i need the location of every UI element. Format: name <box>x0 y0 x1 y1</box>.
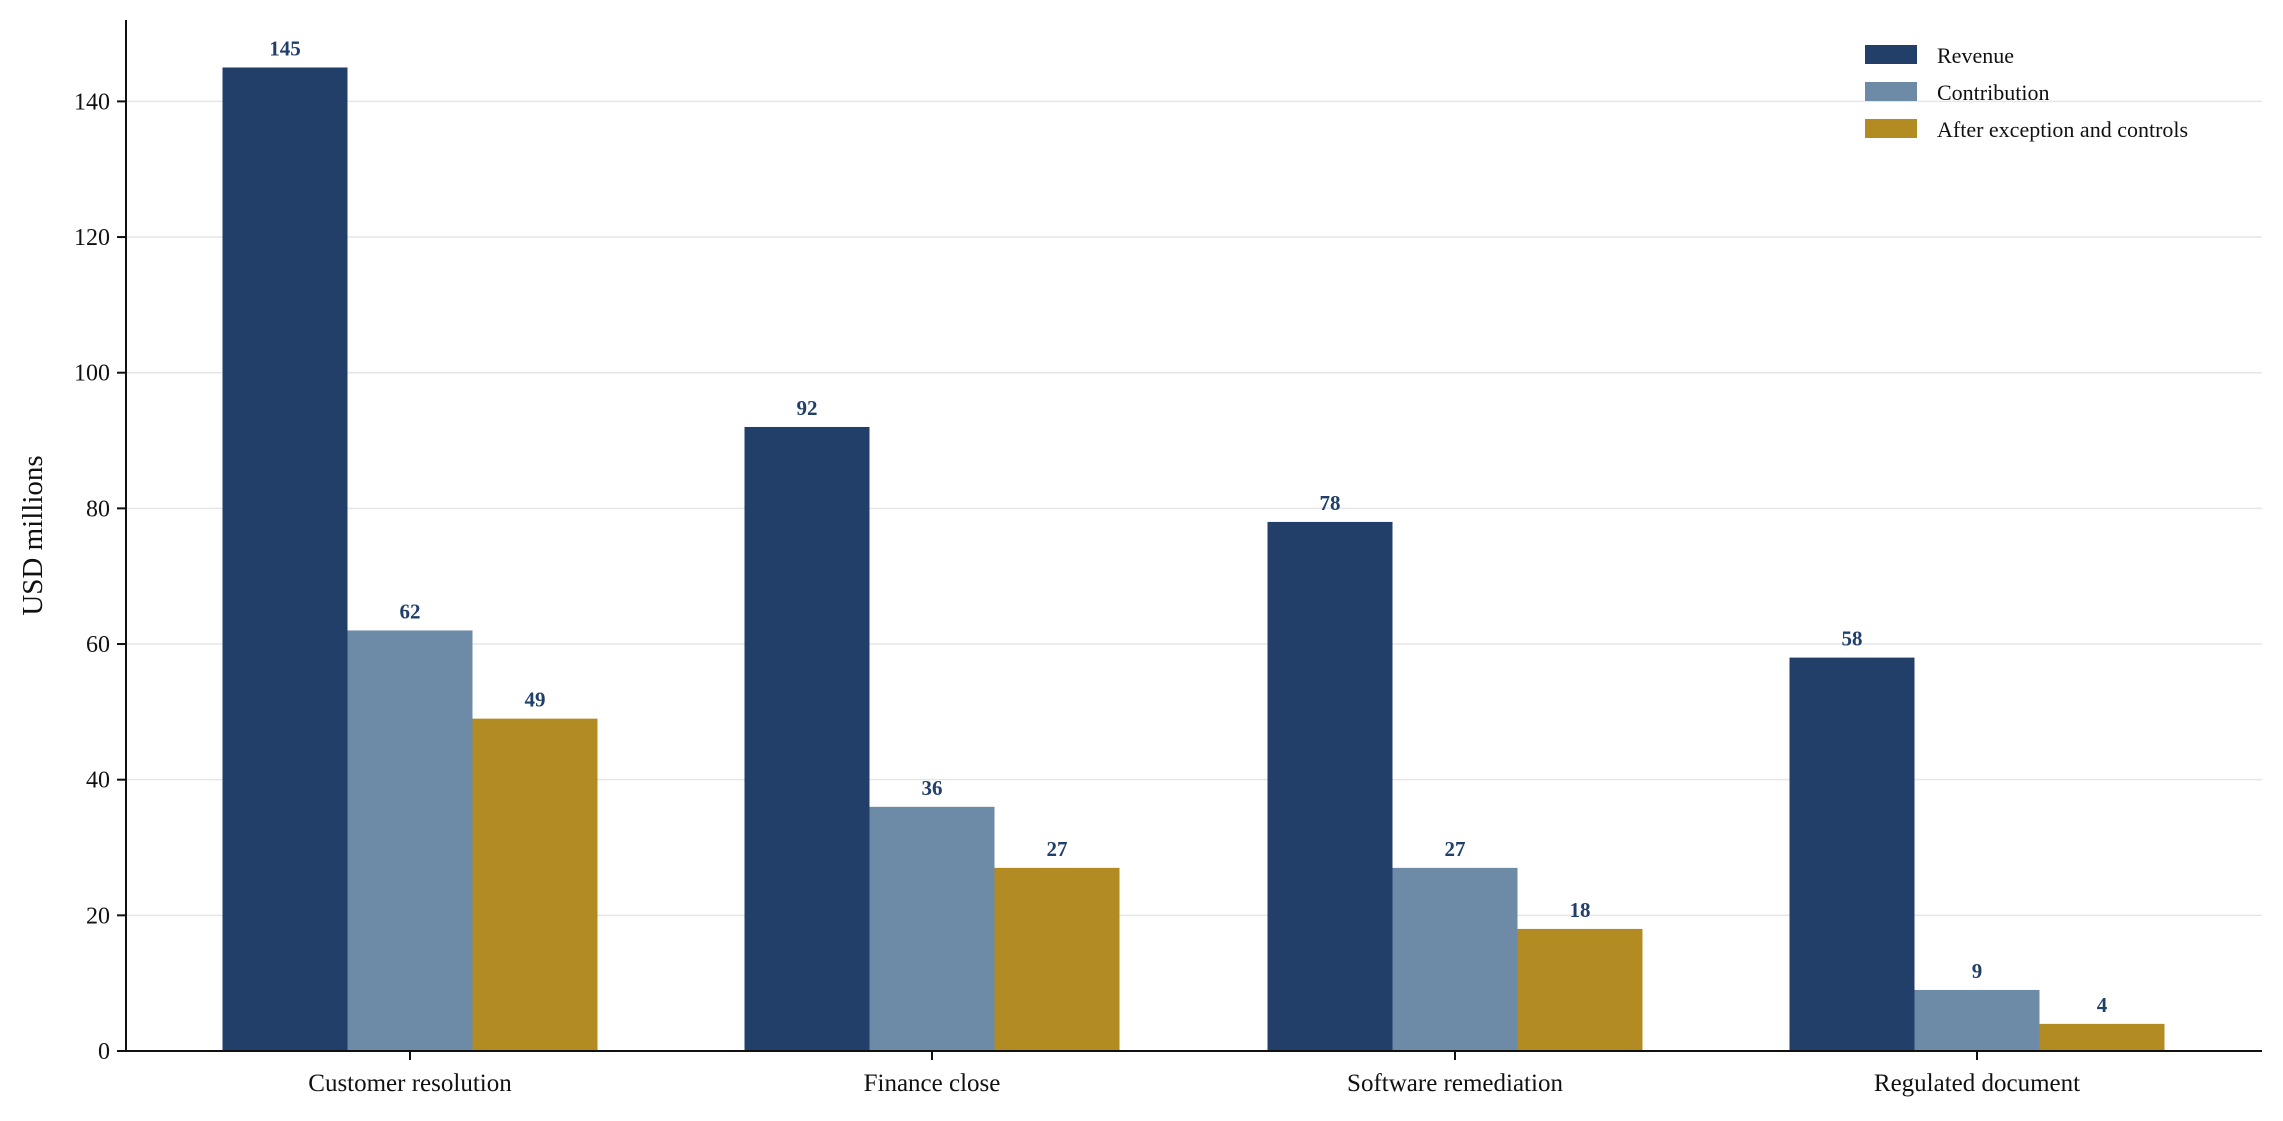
data-label: 36 <box>922 776 943 800</box>
data-label: 49 <box>525 688 546 712</box>
x-tick-label: Finance close <box>864 1070 1001 1097</box>
x-tick-label: Software remediation <box>1347 1070 1563 1097</box>
y-tick-label: 20 <box>86 903 110 929</box>
bars <box>222 67 2165 1051</box>
bar-revenue-finance-close <box>744 426 870 1051</box>
y-tick-label: 40 <box>86 768 110 794</box>
data-label: 62 <box>400 599 421 623</box>
axes <box>117 20 2262 1060</box>
y-tick-label: 100 <box>74 361 110 387</box>
legend-label: After exception and controls <box>1937 117 2188 142</box>
y-tick-label: 80 <box>86 496 110 522</box>
bar-contribution-regulated-document <box>1914 989 2040 1051</box>
x-tick-label: Regulated document <box>1874 1070 2080 1097</box>
data-label: 145 <box>269 36 301 60</box>
bar-after-exception-and-controls-regulated-document <box>2039 1023 2165 1051</box>
data-label: 27 <box>1445 837 1466 861</box>
y-tick-label: 60 <box>86 632 110 658</box>
bar-revenue-regulated-document <box>1789 657 1915 1051</box>
data-label: 18 <box>1570 898 1591 922</box>
legend-label: Revenue <box>1937 43 2014 68</box>
bar-after-exception-and-controls-software-remediation <box>1517 928 1643 1051</box>
bar-revenue-customer-resolution <box>222 67 348 1051</box>
y-tick-labels: 0 20 40 60 80 100 120 140 <box>74 89 110 1065</box>
x-tick-labels: Customer resolution Finance close Software… <box>308 1070 2080 1097</box>
data-label: 78 <box>1320 491 1341 515</box>
legend-swatch <box>1865 119 1917 138</box>
bar-after-exception-and-controls-customer-resolution <box>472 718 598 1051</box>
bar-contribution-finance-close <box>869 806 995 1051</box>
data-label: 58 <box>1842 627 1863 651</box>
legend-swatch <box>1865 82 1917 101</box>
y-axis-title: USD millions <box>17 455 49 615</box>
data-label: 92 <box>797 396 818 420</box>
bar-after-exception-and-controls-finance-close <box>994 867 1120 1051</box>
y-tick-label: 140 <box>74 89 110 115</box>
bar-revenue-software-remediation <box>1267 521 1393 1051</box>
legend-label: Contribution <box>1937 80 2049 105</box>
y-tick-label: 0 <box>98 1039 110 1065</box>
data-label: 4 <box>2097 993 2108 1017</box>
bar-contribution-software-remediation <box>1392 867 1518 1051</box>
data-label: 9 <box>1972 959 1983 983</box>
x-tick-label: Customer resolution <box>308 1070 512 1097</box>
y-tick-label: 120 <box>74 225 110 251</box>
data-labels: 145 62 49 92 36 27 78 27 18 58 9 4 <box>269 36 2108 1016</box>
legend-swatch <box>1865 45 1917 64</box>
legend: Revenue Contribution After exception and c… <box>1865 43 2188 142</box>
bar-contribution-customer-resolution <box>347 630 473 1051</box>
data-label: 27 <box>1047 837 1068 861</box>
